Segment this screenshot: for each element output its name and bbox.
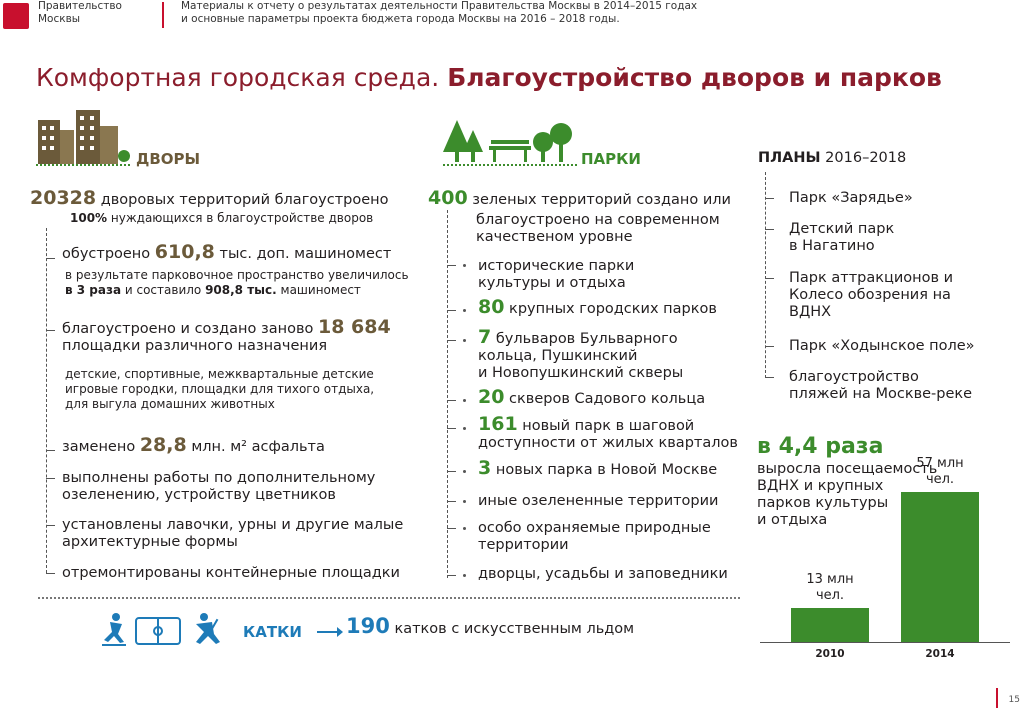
yards-containers: отремонтированы контейнерные площадки	[62, 565, 400, 581]
header-title: Материалы к отчету о результатах деятель…	[181, 0, 698, 25]
yards-lead-sub: 100% нуждающихся в благоустройстве дворо…	[70, 211, 374, 225]
yards-connector	[46, 228, 48, 573]
skating-icons	[102, 613, 220, 646]
chart-bar-2014	[901, 492, 979, 642]
plan-khodynka: Парк «Ходынское поле»	[789, 338, 975, 354]
arrow-right-icon	[317, 627, 343, 637]
plans-heading: ПЛАНЫ 2016–2018	[758, 150, 907, 166]
yards-asphalt: заменено 28,8 млн. м² асфальта	[62, 434, 325, 456]
chart-bar-2010	[791, 608, 869, 642]
page-number: 15	[1008, 695, 1020, 705]
chart-value-label-2010: 13 млн чел.	[806, 572, 854, 603]
parks-other: иные озелененные территории	[478, 493, 719, 509]
header-divider	[162, 2, 164, 28]
buildings-icon	[36, 110, 131, 166]
yards-playgrounds-sub: детские, спортивные, межквартальные детс…	[65, 367, 375, 411]
plans-connector	[765, 172, 767, 378]
parks-new-moscow: 3 новых парка в Новой Москве	[478, 457, 718, 479]
parks-palaces: дворцы, усадьбы и заповедники	[478, 566, 728, 582]
page-title: Комфортная городская среда. Благоустройс…	[36, 63, 942, 92]
plan-beaches: благоустройство пляжей на Москве-реке	[789, 369, 973, 402]
plan-zaryadye: Парк «Зарядье»	[789, 190, 913, 206]
yards-parking: обустроено 610,8 тыс. доп. машиномест	[62, 241, 392, 263]
plan-nagatino: Детский парк в Нагатино	[789, 221, 895, 254]
org-name: Правительство Москвы	[38, 0, 122, 25]
moscow-emblem-icon	[3, 3, 29, 29]
parks-heading: ПАРКИ	[581, 150, 641, 168]
chart-axis	[760, 642, 1010, 643]
chart-value-label-2014: 57 млн чел.	[916, 456, 964, 487]
yards-heading: ДВОРЫ	[136, 150, 201, 168]
parks-squares: 20 скверов Садового кольца	[478, 386, 706, 408]
parks-new: 161 новый парк в шаговой доступности от …	[478, 413, 738, 452]
parks-connector	[447, 210, 449, 578]
trees-bench-icon	[443, 120, 578, 166]
visitors-bar-chart: 13 млн чел. 2010 57 млн чел. 2014	[760, 456, 1010, 670]
yards-parking-sub: в результате парковочное пространство ув…	[65, 268, 409, 297]
parks-large: 80 крупных городских парков	[478, 296, 717, 318]
parks-lead: 400 зеленых территорий создано или	[428, 187, 731, 209]
growth-headline: в 4,4 раза	[757, 434, 884, 459]
plan-vdnh: Парк аттракционов и Колесо обозрения на …	[789, 270, 954, 320]
parks-boulevards: 7 бульваров Бульварного кольца, Пушкинск…	[478, 326, 684, 382]
yards-greening: выполнены работы по дополнительному озел…	[62, 470, 376, 503]
chart-category-label-2014: 2014	[925, 648, 955, 660]
yards-benches: установлены лавочки, урны и другие малые…	[62, 517, 404, 550]
parks-protected: особо охраняемые природные территории	[478, 520, 711, 553]
yards-playgrounds: благоустроено и создано заново 18 684 пл…	[62, 316, 391, 355]
chart-category-label-2010: 2010	[815, 648, 845, 660]
parks-historical: исторические парки культуры и отдыха	[478, 258, 635, 291]
footer-divider	[996, 688, 998, 708]
growth-description: выросла посещаемость ВДНХ и крупных парк…	[757, 461, 938, 528]
yards-lead: 20328 дворовых территорий благоустроено	[30, 187, 389, 209]
rinks-count: 190 катков с искусственным льдом	[346, 614, 635, 638]
rinks-label: КАТКИ	[243, 623, 302, 641]
section-divider	[38, 597, 740, 599]
